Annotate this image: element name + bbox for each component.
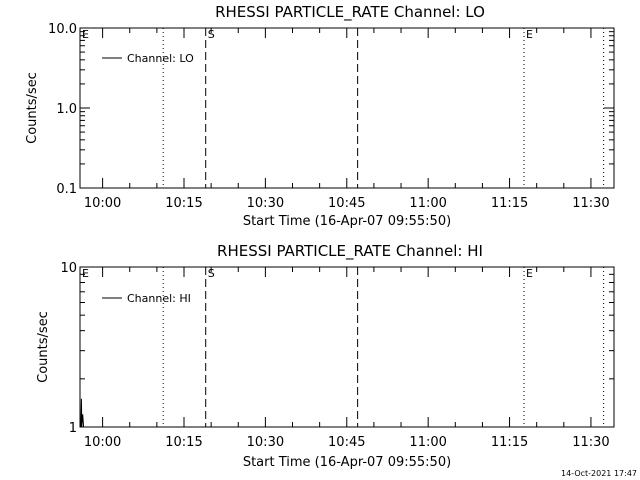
y-tick-label: 10.0 [48,22,77,37]
legend: Channel: LO [102,52,194,65]
x-axis-ticks: 10:00 10:15 10:30 10:45 11:00 11:15 11:30 [84,28,610,211]
x-tick-label: 10:00 [84,435,121,450]
plot-frame [79,266,615,428]
x-tick-label: 10:15 [165,196,202,211]
marker-label: S [208,267,215,280]
series-line [80,398,85,428]
legend-label: Channel: HI [127,292,191,305]
marker-label: E [526,28,533,41]
x-axis-label: Start Time (16-Apr-07 09:55:50) [243,214,451,229]
chart-title: RHESSI PARTICLE_RATE Channel: HI [217,242,483,261]
x-tick-label: 11:30 [572,196,609,211]
y-axis-ticks: 0.1 1.0 10.0 [48,22,614,197]
y-tick-label: 1 [69,421,77,436]
chart-title: RHESSI PARTICLE_RATE Channel: LO [215,3,485,22]
y-axis-label: Counts/sec [36,311,51,383]
x-tick-label: 10:30 [247,435,284,450]
y-axis-ticks: 1 10 [60,261,614,436]
x-tick-label: 11:00 [409,196,446,211]
legend-label: Channel: LO [127,52,194,65]
x-tick-label: 11:30 [572,435,609,450]
x-axis-label: Start Time (16-Apr-07 09:55:50) [243,455,451,470]
x-axis-ticks: 10:00 10:15 10:30 10:45 11:00 11:15 11:30 [84,267,610,450]
x-tick-label: 10:30 [247,196,284,211]
x-tick-label: 10:00 [84,196,121,211]
marker-label: E [82,28,89,41]
marker-label: S [208,28,215,41]
x-tick-label: 11:15 [491,196,528,211]
chart-hi: RHESSI PARTICLE_RATE Channel: HI E S E 1 10… [36,242,615,470]
y-tick-label: 0.1 [56,182,77,197]
y-axis-label: Counts/sec [25,72,40,144]
generated-timestamp: 14-Oct-2021 17:47 [561,469,637,478]
data-series [80,398,85,428]
legend: Channel: HI [102,292,191,305]
chart-lo: RHESSI PARTICLE_RATE Channel: LO E S E 0.1… [25,3,615,229]
y-tick-label: 1.0 [56,102,77,117]
y-tick-label: 10 [60,261,77,276]
x-tick-label: 11:00 [409,435,446,450]
x-tick-label: 10:15 [165,435,202,450]
marker-label: E [82,267,89,280]
x-tick-label: 10:45 [328,196,365,211]
marker-label: E [526,267,533,280]
x-tick-label: 11:15 [491,435,528,450]
x-tick-label: 10:45 [328,435,365,450]
